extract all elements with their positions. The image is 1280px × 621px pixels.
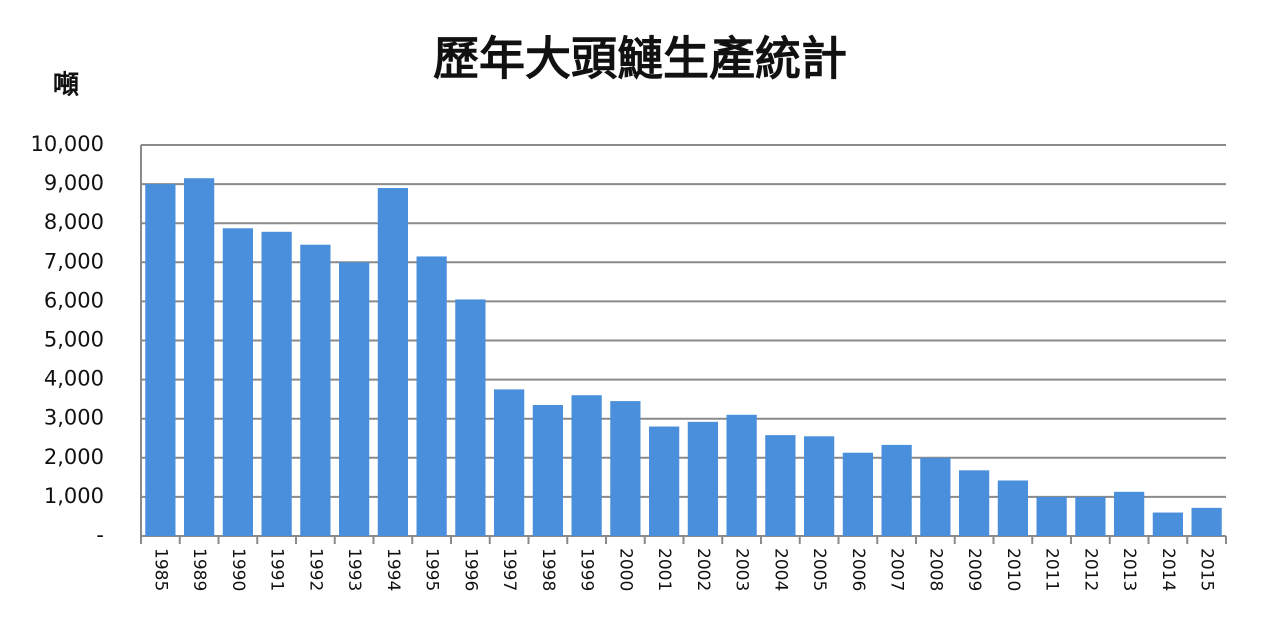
x-tick-label: 1998 (538, 548, 558, 591)
chart-title: 歷年大頭鰱生產統計 (433, 32, 847, 86)
x-tick-label: 1992 (305, 548, 325, 591)
y-tick-label: 2,000 (44, 445, 104, 469)
bar (997, 480, 1028, 536)
bar (842, 452, 873, 536)
bar (920, 457, 951, 536)
bar (532, 405, 563, 536)
y-tick-label: 10,000 (31, 132, 104, 156)
bar (1152, 512, 1183, 536)
x-tick-label: 1985 (150, 548, 170, 591)
bar (300, 244, 331, 536)
bar (494, 389, 525, 536)
y-tick-label: 8,000 (44, 210, 104, 234)
x-tick-label: 1989 (189, 548, 209, 591)
x-tick-label: 2005 (809, 548, 829, 591)
y-tick-label: 9,000 (44, 171, 104, 195)
bar (222, 228, 253, 536)
x-tick-label: 1994 (383, 548, 403, 591)
x-tick-label: 2011 (1042, 548, 1062, 591)
x-tick-label: 2012 (1080, 548, 1100, 591)
bar (687, 421, 718, 536)
x-tick-label: 2007 (887, 548, 907, 591)
bar (1036, 496, 1067, 536)
bar (959, 470, 990, 536)
x-tick-label: 1991 (267, 548, 287, 591)
x-tick-label: 2013 (1119, 548, 1139, 591)
x-tick-label: 2006 (848, 548, 868, 591)
bar (1075, 496, 1106, 536)
x-tick-label: 1990 (228, 548, 248, 591)
bar (416, 256, 447, 536)
y-tick-label: 1,000 (44, 484, 104, 508)
bar (881, 444, 912, 536)
y-tick-label: 7,000 (44, 249, 104, 273)
x-tick-label: 2004 (770, 548, 790, 591)
bar (571, 395, 602, 536)
y-tick-label: 3,000 (44, 406, 104, 430)
bar (377, 188, 408, 536)
bar (339, 262, 370, 536)
bar (145, 184, 176, 536)
bar (184, 178, 215, 537)
bar (1114, 491, 1145, 536)
bar (804, 436, 835, 536)
bar (649, 426, 680, 536)
x-tick-label: 2010 (1003, 548, 1023, 591)
x-tick-label: 1996 (460, 548, 480, 591)
bar (1191, 507, 1222, 536)
x-tick-label: 2000 (615, 548, 635, 591)
x-tick-label: 1993 (344, 548, 364, 591)
x-tick-label: 2003 (732, 548, 752, 591)
bar (261, 231, 292, 536)
x-tick-label: 2015 (1197, 548, 1217, 591)
x-tick-label: 1995 (422, 548, 442, 591)
bar (610, 401, 641, 536)
bar (455, 299, 486, 536)
y-tick-label: 6,000 (44, 288, 104, 312)
y-tick-label: 4,000 (44, 367, 104, 391)
x-tick-label: 2008 (925, 548, 945, 591)
x-tick-label: 2014 (1158, 548, 1178, 591)
y-tick-label: 5,000 (44, 328, 104, 352)
y-axis-label: 噸 (53, 71, 79, 101)
x-tick-label: 1997 (499, 548, 519, 591)
x-tick-label: 1999 (577, 548, 597, 591)
x-tick-label: 2001 (654, 548, 674, 591)
x-tick-label: 2009 (964, 548, 984, 591)
bar (726, 414, 757, 536)
y-tick-label: - (96, 523, 104, 547)
bar (765, 435, 796, 536)
x-tick-label: 2002 (693, 548, 713, 591)
